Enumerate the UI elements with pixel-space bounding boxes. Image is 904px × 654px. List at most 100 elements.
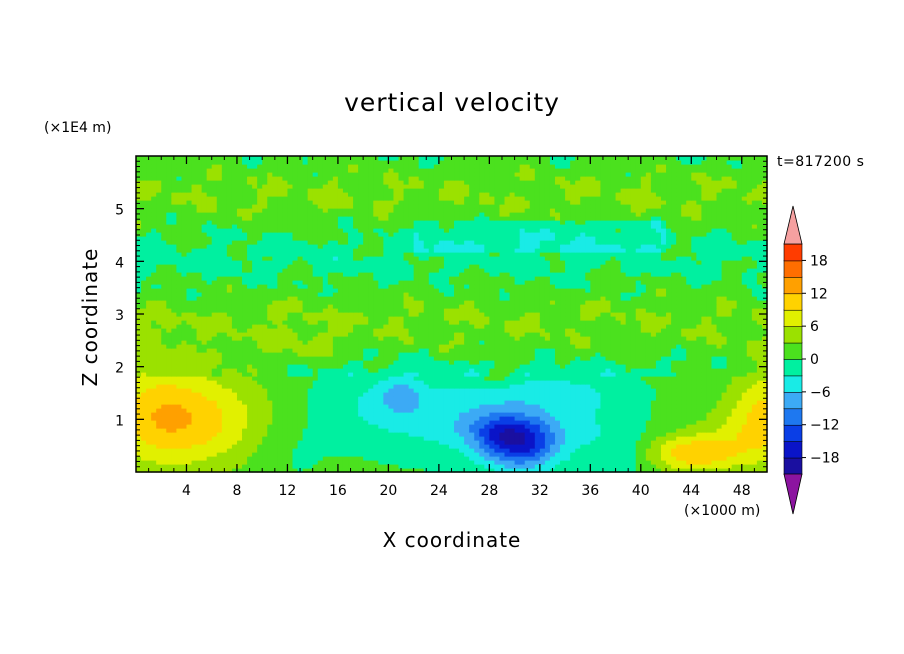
- contour-cell: [741, 452, 748, 457]
- contour-cell: [373, 328, 379, 333]
- contour-cell: [504, 432, 511, 437]
- contour-cell: [307, 344, 314, 349]
- contour-cell: [332, 344, 339, 349]
- contour-cell: [267, 360, 273, 365]
- contour-cell: [464, 336, 470, 341]
- contour-cell: [696, 360, 702, 365]
- contour-cell: [650, 360, 657, 365]
- contour-cell: [141, 416, 147, 421]
- contour-cell: [242, 460, 248, 465]
- contour-cell: [671, 372, 677, 377]
- contour-cell: [418, 380, 425, 385]
- contour-cell: [600, 464, 607, 469]
- contour-cell: [595, 404, 602, 409]
- contour-cell: [514, 436, 521, 441]
- contour-cell: [529, 376, 536, 381]
- contour-cell: [181, 388, 188, 393]
- contour-cell: [181, 372, 188, 377]
- contour-cell: [358, 440, 364, 445]
- contour-cell: [191, 408, 198, 413]
- contour-cell: [267, 336, 273, 341]
- contour-cell: [161, 424, 167, 429]
- contour-cell: [565, 432, 571, 437]
- contour-cell: [221, 316, 228, 321]
- contour-cell: [645, 356, 652, 361]
- contour-cell: [741, 420, 748, 425]
- contour-cell: [297, 344, 304, 349]
- contour-cell: [262, 408, 268, 413]
- contour-cell: [211, 384, 218, 389]
- contour-cell: [342, 408, 349, 413]
- contour-cell: [711, 452, 718, 457]
- contour-cell: [257, 432, 263, 437]
- contour-cell: [221, 408, 228, 413]
- contour-cell: [711, 464, 718, 469]
- contour-cell: [746, 380, 753, 385]
- contour-cell: [610, 444, 617, 449]
- contour-cell: [408, 420, 415, 425]
- contour-cell: [761, 460, 768, 465]
- contour-cell: [327, 448, 334, 453]
- contour-cell: [519, 420, 526, 425]
- contour-cell: [751, 328, 758, 333]
- contour-cell: [176, 432, 183, 437]
- contour-cell: [721, 376, 728, 381]
- contour-cell: [585, 456, 591, 461]
- contour-cell: [570, 332, 576, 337]
- contour-cell: [151, 404, 157, 409]
- contour-cell: [373, 312, 379, 317]
- contour-cell: [499, 376, 506, 381]
- contour-cell: [408, 316, 415, 321]
- contour-cell: [630, 312, 637, 317]
- contour-cell: [151, 400, 157, 405]
- contour-cell: [322, 420, 329, 425]
- contour-cell: [226, 412, 233, 417]
- contour-cell: [448, 412, 455, 417]
- contour-cell: [459, 384, 465, 389]
- contour-cell: [221, 444, 228, 449]
- contour-cell: [731, 436, 738, 441]
- contour-cell: [368, 452, 374, 457]
- contour-cell: [146, 412, 152, 417]
- contour-cell: [413, 380, 420, 385]
- contour-cell: [469, 412, 475, 417]
- contour-cell: [181, 444, 188, 449]
- contour-cell: [681, 424, 687, 429]
- contour-cell: [514, 404, 521, 409]
- contour-cell: [464, 440, 470, 445]
- contour-cell: [413, 444, 420, 449]
- contour-cell: [358, 392, 364, 397]
- contour-cell: [236, 344, 243, 349]
- contour-cell: [565, 356, 571, 361]
- contour-cell: [595, 452, 602, 457]
- contour-cell: [368, 432, 374, 437]
- contour-cell: [403, 424, 410, 429]
- contour-cell: [393, 320, 400, 325]
- contour-cell: [671, 456, 677, 461]
- contour-cell: [580, 312, 586, 317]
- contour-cell: [666, 392, 672, 397]
- contour-cell: [272, 372, 278, 377]
- contour-cell: [610, 432, 617, 437]
- contour-cell: [307, 380, 314, 385]
- contour-cell: [221, 392, 228, 397]
- contour-cell: [666, 328, 672, 333]
- contour-cell: [438, 416, 445, 421]
- contour-cell: [156, 388, 162, 393]
- contour-cell: [650, 432, 657, 437]
- contour-cell: [363, 368, 369, 373]
- contour-cell: [383, 460, 389, 465]
- contour-cell: [257, 380, 263, 385]
- contour-cell: [423, 340, 430, 345]
- contour-cell: [605, 356, 612, 361]
- contour-cell: [423, 328, 430, 333]
- contour-cell: [565, 464, 571, 469]
- contour-cell: [620, 336, 627, 341]
- contour-cell: [378, 380, 384, 385]
- contour-cell: [433, 320, 440, 325]
- contour-cell: [337, 316, 344, 321]
- contour-cell: [312, 340, 319, 345]
- contour-cell: [600, 316, 607, 321]
- contour-cell: [141, 400, 147, 405]
- contour-cell: [418, 388, 425, 393]
